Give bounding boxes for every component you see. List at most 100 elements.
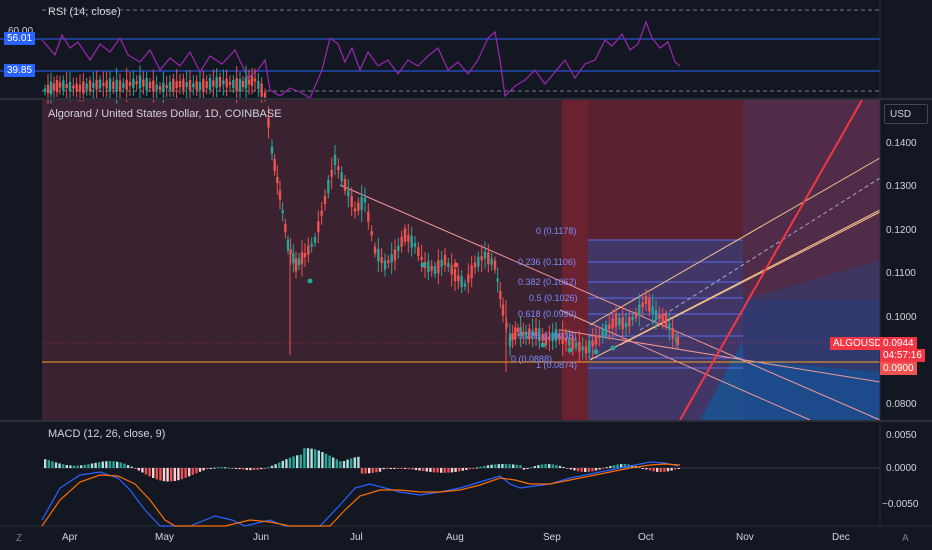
macd-histogram-bar bbox=[411, 468, 414, 470]
candle-body bbox=[668, 323, 671, 330]
candle-body bbox=[292, 253, 295, 264]
month-label: Jun bbox=[253, 532, 270, 543]
macd-histogram-bar bbox=[515, 464, 518, 468]
candle-body bbox=[337, 166, 340, 171]
macd-histogram-bar bbox=[497, 464, 500, 468]
candle-body bbox=[75, 83, 78, 92]
macd-histogram bbox=[44, 448, 680, 482]
candle-body bbox=[72, 85, 75, 89]
candle-body bbox=[212, 80, 215, 87]
macd-tick: −0.0050 bbox=[882, 499, 919, 510]
candle-body bbox=[501, 304, 505, 316]
macd-histogram-bar bbox=[519, 465, 522, 468]
candle-body bbox=[437, 260, 440, 274]
macd-histogram-bar bbox=[378, 468, 382, 472]
macd-histogram-bar bbox=[551, 464, 554, 468]
month-label: Dec bbox=[832, 532, 850, 543]
month-label: Apr bbox=[62, 532, 78, 543]
candle-body bbox=[380, 257, 383, 263]
candle-body bbox=[263, 92, 267, 98]
main-chart-title[interactable]: Algorand / United States Dollar, 1D, COI… bbox=[48, 108, 282, 120]
candle-body bbox=[222, 80, 225, 85]
macd-histogram-bar bbox=[126, 465, 130, 468]
macd-histogram-bar bbox=[400, 468, 403, 469]
macd-histogram-bar bbox=[170, 468, 173, 482]
candle-body bbox=[205, 81, 208, 89]
macd-histogram-bar bbox=[188, 468, 191, 477]
macd-histogram-bar bbox=[458, 468, 461, 472]
candle-body bbox=[122, 82, 125, 88]
candle-body bbox=[571, 336, 574, 350]
candle-body bbox=[499, 291, 502, 299]
macd-histogram-bar bbox=[270, 465, 274, 468]
macd-histogram-bar bbox=[195, 468, 198, 474]
candle-body bbox=[310, 243, 313, 247]
macd-indicator-label[interactable]: MACD (12, 26, close, 9) bbox=[48, 428, 166, 440]
macd-histogram-bar bbox=[476, 467, 479, 469]
candle-body bbox=[273, 159, 276, 171]
macd-histogram-bar bbox=[278, 462, 281, 468]
candle-body bbox=[628, 317, 631, 327]
auto-scale-button[interactable]: A bbox=[902, 533, 909, 544]
macd-histogram-bar bbox=[288, 457, 292, 468]
candle-body bbox=[198, 82, 202, 90]
candle-body bbox=[544, 335, 548, 345]
candle-body bbox=[138, 75, 142, 89]
macd-histogram-bar bbox=[357, 456, 360, 468]
rsi-indicator-label[interactable]: RSI (14, close) bbox=[48, 6, 121, 18]
macd-histogram-bar bbox=[501, 464, 504, 468]
macd-tick: 0.0000 bbox=[886, 463, 917, 474]
candle-body bbox=[588, 340, 591, 353]
candle-body bbox=[247, 79, 251, 85]
candle-body bbox=[410, 235, 413, 248]
candle-body bbox=[182, 78, 185, 90]
macd-tick: 0.0050 bbox=[886, 430, 917, 441]
macd-histogram-bar bbox=[202, 468, 205, 471]
fib-retracement[interactable] bbox=[588, 239, 743, 369]
candle-body bbox=[241, 81, 245, 87]
macd-histogram-bar bbox=[256, 468, 259, 470]
macd-histogram-bar bbox=[537, 465, 540, 468]
candle-body bbox=[516, 328, 520, 332]
candle-body bbox=[357, 202, 360, 211]
candle-body bbox=[534, 328, 538, 336]
price-tick: 0.1200 bbox=[886, 225, 917, 236]
candle-body bbox=[158, 86, 162, 90]
candle-body bbox=[578, 341, 581, 352]
candle-body bbox=[276, 177, 279, 183]
macd-histogram-bar bbox=[591, 468, 594, 472]
macd-histogram-bar bbox=[134, 468, 137, 469]
candle-body bbox=[460, 276, 463, 288]
candle-body bbox=[387, 260, 390, 264]
macd-histogram-bar bbox=[231, 468, 234, 469]
candle-body bbox=[347, 190, 350, 197]
candle-body bbox=[564, 338, 568, 342]
fib-label: 0.236 (0.1106) bbox=[518, 257, 576, 267]
candle-body bbox=[676, 337, 680, 345]
candle-body bbox=[88, 80, 92, 92]
trend-lines[interactable] bbox=[42, 99, 881, 421]
macd-histogram-bar bbox=[47, 460, 50, 468]
macd-histogram-bar bbox=[54, 462, 58, 468]
candle-body bbox=[594, 335, 598, 345]
candle-body bbox=[286, 239, 290, 251]
macd-histogram-bar bbox=[375, 468, 378, 473]
timezone-button[interactable]: Z bbox=[16, 533, 23, 544]
candle-body bbox=[284, 224, 287, 233]
candle-body bbox=[519, 327, 522, 337]
rsi-lower-value: 39.85 bbox=[4, 64, 36, 77]
macd-histogram-bar bbox=[422, 468, 425, 472]
candle-body bbox=[162, 82, 165, 92]
currency-button[interactable]: USD bbox=[884, 104, 928, 124]
candle-body bbox=[400, 236, 403, 247]
candle-body bbox=[172, 78, 175, 92]
candle-body bbox=[128, 82, 132, 86]
macd-histogram-bar bbox=[137, 468, 140, 471]
candle-body bbox=[554, 329, 558, 341]
candle-body bbox=[621, 317, 624, 330]
macd-histogram-bar bbox=[677, 468, 680, 469]
macd-histogram-bar bbox=[580, 468, 583, 472]
macd-histogram-bar bbox=[425, 468, 428, 472]
